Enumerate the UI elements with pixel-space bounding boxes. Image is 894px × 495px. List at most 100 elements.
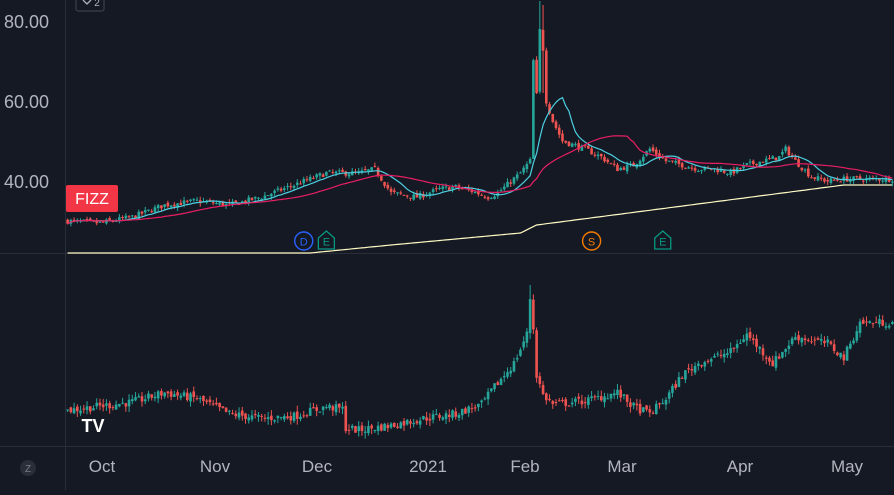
comparison-candle-body — [341, 406, 344, 409]
price-candle-body — [179, 202, 183, 206]
price-candle-body — [373, 166, 377, 168]
comparison-candle-body — [399, 422, 403, 429]
price-candle-body — [328, 170, 331, 172]
time-axis-tick-label: Mar — [607, 457, 637, 476]
price-candle-body — [305, 179, 309, 181]
price-candle-body — [418, 193, 422, 199]
price-candle-body — [622, 167, 626, 170]
event-marker-d[interactable]: D — [294, 231, 314, 251]
event-marker-e[interactable]: E — [654, 230, 672, 250]
price-candle-body — [153, 207, 157, 213]
top-collapse-button[interactable]: 2 — [75, 0, 105, 12]
price-candle-body — [561, 133, 564, 142]
symbol-badge[interactable]: FIZZ — [66, 185, 118, 212]
price-candle-body — [868, 177, 872, 179]
price-axis[interactable]: 80.00 60.00 40.00 — [4, 12, 49, 192]
comparison-candle-body — [305, 415, 309, 417]
price-candle-body — [266, 195, 270, 197]
comparison-candle-body — [383, 423, 386, 431]
comparison-candle-body — [490, 388, 493, 392]
price-candle-body — [642, 156, 645, 162]
price-candle-body — [716, 169, 720, 173]
price-candle-body — [522, 167, 525, 173]
price-candle-body — [858, 176, 862, 180]
price-candle-body — [331, 172, 335, 174]
price-candle-body — [609, 163, 613, 165]
tradingview-logo[interactable]: TV — [81, 416, 104, 436]
price-candle-body — [671, 160, 674, 162]
price-candle-body — [270, 193, 273, 197]
comparison-candle-body — [826, 339, 829, 343]
comparison-candle-body — [76, 406, 79, 412]
comparison-candle-body — [224, 407, 228, 412]
comparison-candle-body — [131, 399, 134, 402]
price-candle-body — [806, 168, 810, 177]
comparison-candle-body — [512, 361, 516, 372]
comparison-candle-body — [768, 357, 771, 362]
earnings-marker-icon — [654, 230, 672, 250]
price-candle-body — [118, 217, 121, 222]
comparison-candle-body — [525, 331, 529, 343]
price-candle-body — [616, 164, 619, 172]
price-candle-body — [490, 197, 493, 199]
price-candle-body — [383, 182, 386, 186]
comparison-candle-body — [150, 394, 154, 398]
price-candle-body — [884, 177, 888, 182]
event-marker-e[interactable]: E — [317, 230, 336, 250]
tradingview-logo-text: TV — [81, 416, 104, 436]
price-candle-body — [438, 187, 441, 190]
comparison-pane[interactable] — [66, 285, 894, 439]
time-axis[interactable]: Oct Nov Dec 2021 Feb Mar Apr May — [89, 457, 864, 476]
comparison-candle-body — [797, 335, 800, 341]
price-candle-body — [98, 221, 102, 223]
price-candle-body — [684, 167, 687, 169]
timezone-button[interactable]: Z — [20, 460, 36, 476]
comparison-candle-body — [777, 356, 781, 359]
chevron-down-icon — [82, 0, 92, 5]
comparison-candle-body — [645, 405, 648, 410]
price-candle-body — [299, 183, 302, 185]
price-candle-body — [131, 215, 134, 217]
price-candle-body — [661, 157, 665, 159]
price-candle-body — [363, 169, 367, 171]
price-candle-body — [392, 190, 396, 192]
comparison-candle-body — [95, 402, 99, 407]
comparison-candle-body — [806, 339, 810, 341]
price-candle-body — [768, 157, 771, 159]
price-candle-body — [810, 177, 813, 179]
comparison-candle-body — [515, 357, 519, 360]
comparison-candle-body — [784, 349, 787, 352]
price-candle-body — [399, 192, 403, 194]
comparison-candle-body — [739, 342, 742, 344]
price-candle-body — [826, 180, 829, 182]
comparison-candle-body — [185, 392, 189, 401]
price-candle-body — [105, 219, 108, 224]
price-candle-body — [283, 188, 286, 190]
price-candle-body — [596, 154, 600, 157]
comparison-candle-body — [748, 331, 752, 339]
event-marker-label: E — [323, 237, 330, 249]
comparison-candle-body — [606, 398, 610, 400]
price-candle-body — [321, 174, 325, 177]
comparison-candle-body — [480, 400, 483, 403]
comparison-candle-body — [852, 340, 855, 344]
price-candle-body — [742, 164, 745, 169]
price-candle-body — [66, 219, 69, 224]
comparison-candle-body — [577, 396, 580, 399]
price-candle-body — [548, 104, 551, 114]
event-marker-s[interactable]: S — [581, 231, 602, 251]
price-candle-body — [457, 185, 461, 189]
comparison-candles — [66, 285, 894, 439]
comparison-candle-body — [658, 403, 661, 405]
price-candle-body — [587, 145, 590, 149]
price-candle-body — [218, 202, 221, 205]
price-candle-body — [532, 60, 535, 159]
comparison-candle-body — [771, 360, 775, 367]
price-candle-body — [121, 217, 124, 219]
comparison-candle-body — [713, 355, 716, 358]
comparison-candle-body — [85, 406, 89, 411]
